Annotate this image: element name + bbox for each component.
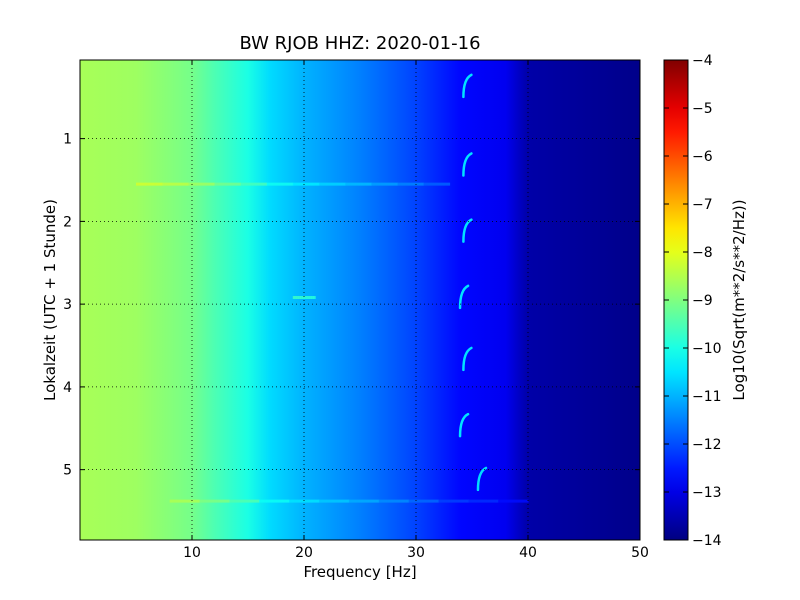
colorbar-tick-label: −11 bbox=[692, 389, 722, 405]
heatmap-area bbox=[80, 60, 640, 540]
horizontal-streak bbox=[304, 296, 307, 300]
colorbar-tick-label: −12 bbox=[692, 437, 722, 453]
colorbar-tick-label: −4 bbox=[692, 53, 713, 69]
y-tick-label: 1 bbox=[63, 132, 72, 148]
transient-marker bbox=[462, 152, 473, 177]
y-tick-label: 3 bbox=[63, 297, 72, 313]
transient-marker bbox=[458, 412, 470, 438]
horizontal-streak bbox=[348, 499, 380, 503]
colorbar-ticks: −4 −5 −6 −7 −8 −9 −10 −11 −12 −13 −14 bbox=[664, 53, 722, 549]
horizontal-streak bbox=[188, 182, 215, 186]
horizontal-streak bbox=[199, 499, 230, 503]
horizontal-streak bbox=[240, 182, 268, 186]
colorbar-tick-label: −6 bbox=[692, 149, 713, 165]
plot-frame bbox=[79, 59, 641, 541]
transient-marker bbox=[458, 284, 470, 310]
x-axis-ticks: 10 20 30 40 50 bbox=[183, 60, 649, 561]
heatmap-features bbox=[136, 73, 529, 503]
chart-title: BW RJOB HHZ: 2020-01-16 bbox=[239, 33, 480, 54]
horizontal-streak bbox=[408, 499, 439, 503]
transient-marker bbox=[476, 466, 488, 492]
transient-marker bbox=[462, 346, 473, 372]
horizontal-streak bbox=[292, 182, 320, 186]
horizontal-streak bbox=[302, 296, 305, 300]
horizontal-streak bbox=[298, 296, 301, 300]
x-tick-label: 40 bbox=[519, 545, 537, 561]
y-axis-label: Lokalzeit (UTC + 1 Stunde) bbox=[41, 199, 59, 401]
horizontal-streak bbox=[136, 182, 163, 186]
colorbar-label: Log10(Sqrt(m**2/s**2/Hz)) bbox=[730, 199, 748, 400]
horizontal-streak bbox=[468, 499, 499, 503]
horizontal-streak bbox=[318, 499, 350, 503]
horizontal-streak bbox=[294, 296, 298, 300]
horizontal-streak bbox=[318, 182, 346, 186]
y-tick-label: 2 bbox=[63, 214, 72, 230]
y-tick-label: 5 bbox=[63, 463, 72, 479]
horizontal-streak bbox=[309, 296, 312, 300]
x-tick-label: 10 bbox=[183, 545, 201, 561]
horizontal-streak bbox=[305, 296, 309, 300]
y-axis-ticks: 1 2 3 4 5 bbox=[63, 132, 640, 479]
colorbar-tick-label: −10 bbox=[692, 341, 722, 357]
transient-marker bbox=[462, 218, 473, 243]
colorbar-tick-label: −14 bbox=[692, 533, 722, 549]
x-tick-label: 50 bbox=[631, 545, 649, 561]
horizontal-streak bbox=[289, 499, 320, 503]
y-tick-label: 4 bbox=[63, 380, 72, 396]
x-tick-label: 30 bbox=[407, 545, 425, 561]
colorbar-tick-label: −9 bbox=[692, 293, 713, 309]
colorbar-tick-label: −13 bbox=[692, 485, 722, 501]
horizontal-streak bbox=[371, 182, 398, 186]
x-axis-label: Frequency [Hz] bbox=[303, 563, 416, 581]
horizontal-streak bbox=[296, 296, 299, 300]
horizontal-streak bbox=[397, 182, 424, 186]
horizontal-streak bbox=[307, 296, 311, 300]
colorbar-tick-label: −7 bbox=[692, 197, 713, 213]
colorbar-tick-label: −5 bbox=[692, 101, 713, 117]
horizontal-streak bbox=[498, 499, 529, 503]
horizontal-streak bbox=[214, 182, 242, 186]
horizontal-streak bbox=[311, 296, 314, 300]
horizontal-streak bbox=[300, 296, 303, 300]
horizontal-streak bbox=[345, 182, 372, 186]
horizontal-streak bbox=[423, 182, 451, 186]
transient-marker bbox=[462, 73, 473, 99]
horizontal-streak bbox=[229, 499, 260, 503]
horizontal-streak bbox=[259, 499, 290, 503]
x-tick-label: 20 bbox=[295, 545, 313, 561]
horizontal-streak bbox=[162, 182, 189, 186]
horizontal-streak bbox=[313, 296, 316, 300]
colorbar: −4 −5 −6 −7 −8 −9 −10 −11 −12 −13 −14 Log10(Sqrt(m… bbox=[663, 53, 748, 549]
grid-lines bbox=[80, 60, 640, 540]
horizontal-streak bbox=[169, 499, 200, 503]
colorbar-tick-label: −8 bbox=[692, 245, 713, 261]
heatmap-background bbox=[80, 60, 640, 540]
horizontal-streak bbox=[378, 499, 410, 503]
horizontal-streak bbox=[438, 499, 469, 503]
horizontal-streak bbox=[292, 296, 296, 300]
horizontal-streak bbox=[266, 182, 294, 186]
